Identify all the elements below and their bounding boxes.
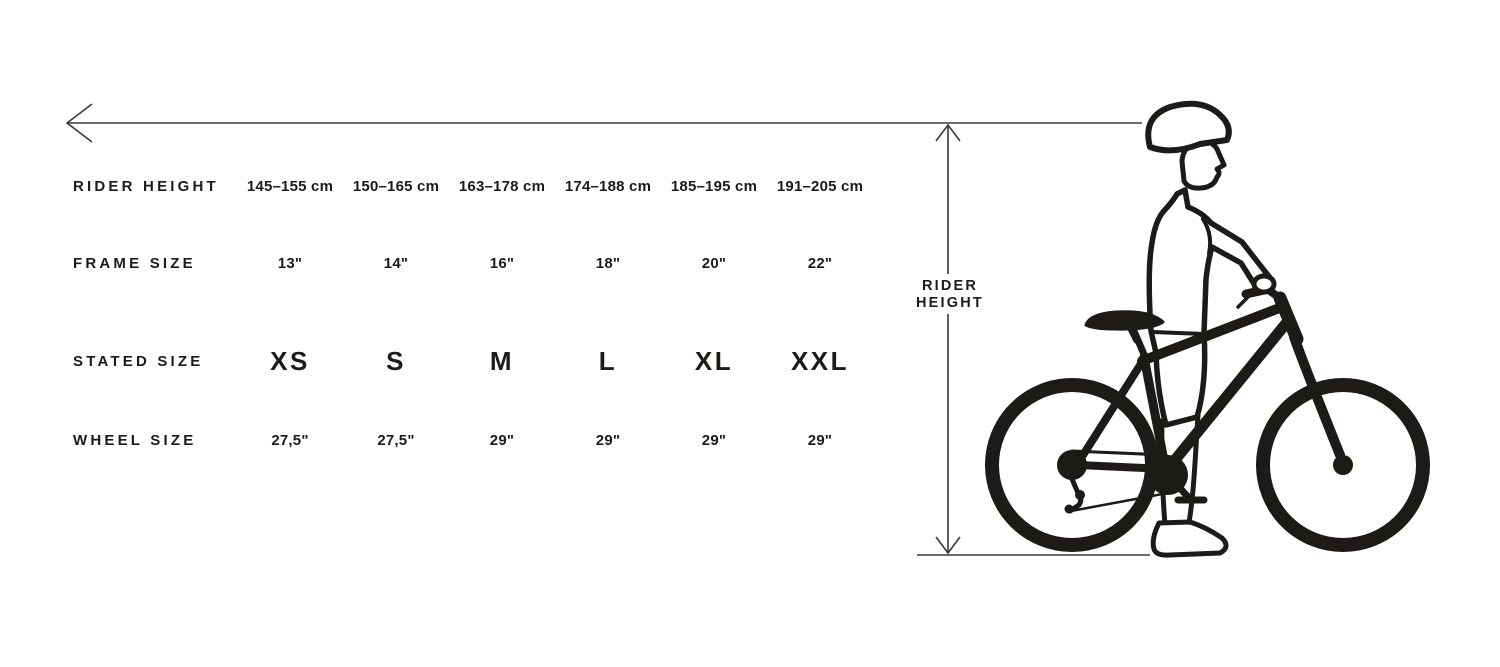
cell-value: 27,5" bbox=[271, 431, 309, 449]
row-header: WHEEL SIZE bbox=[73, 431, 197, 449]
table-row-frame-size: FRAME SIZE 13" 14" 16" 18" 20" 22" bbox=[73, 247, 873, 279]
cell-value: 29" bbox=[595, 431, 621, 449]
table-row-wheel-size: WHEEL SIZE 27,5" 27,5" 29" 29" 29" 29" bbox=[73, 424, 873, 456]
bicycle-figure bbox=[985, 284, 1430, 552]
table-row-rider-height: RIDER HEIGHT 145–155 cm 150–165 cm 163–1… bbox=[73, 170, 873, 202]
cell-value: 16" bbox=[489, 254, 515, 272]
cell-value: L bbox=[598, 345, 618, 376]
cell-value: 22" bbox=[807, 254, 833, 272]
saddle bbox=[1084, 310, 1165, 331]
rider-with-bicycle-illustration bbox=[985, 100, 1430, 558]
cell-value: 20" bbox=[701, 254, 727, 272]
helmet-icon bbox=[1145, 100, 1232, 154]
cell-value: 29" bbox=[701, 431, 727, 449]
cell-value: XS bbox=[270, 345, 310, 376]
cell-value: 191–205 cm bbox=[776, 177, 864, 195]
cell-value: 145–155 cm bbox=[246, 177, 334, 195]
shoe bbox=[1150, 519, 1229, 558]
row-header: FRAME SIZE bbox=[73, 254, 196, 272]
cell-value: 14" bbox=[383, 254, 409, 272]
cell-value: 29" bbox=[489, 431, 515, 449]
cell-value: 163–178 cm bbox=[458, 177, 546, 195]
cell-value: 185–195 cm bbox=[670, 177, 758, 195]
rider-height-label-line1: RIDER bbox=[921, 278, 979, 294]
arrow-up-icon bbox=[935, 123, 961, 142]
rider-height-measure-label: RIDER HEIGHT bbox=[898, 276, 1002, 315]
cell-value: 174–188 cm bbox=[564, 177, 652, 195]
rider-front-parts bbox=[1150, 273, 1277, 558]
cell-value: 13" bbox=[277, 254, 303, 272]
rider-height-label-line2: HEIGHT bbox=[916, 295, 984, 312]
cell-value: M bbox=[489, 345, 515, 376]
cell-value: XL bbox=[694, 345, 734, 376]
table-row-stated-size: STATED SIZE XS S M L XL XXL bbox=[73, 341, 873, 381]
cell-value: 150–165 cm bbox=[352, 177, 440, 195]
front-wheel bbox=[1256, 378, 1430, 552]
cell-value: 18" bbox=[595, 254, 621, 272]
arrow-down-icon bbox=[935, 536, 961, 555]
cell-value: XXL bbox=[790, 345, 850, 376]
row-header: RIDER HEIGHT bbox=[73, 177, 219, 195]
cell-value: 27,5" bbox=[377, 431, 415, 449]
cell-value: S bbox=[386, 345, 406, 376]
cell-value: 29" bbox=[807, 431, 833, 449]
row-header: STATED SIZE bbox=[73, 352, 204, 370]
hand bbox=[1251, 273, 1277, 295]
